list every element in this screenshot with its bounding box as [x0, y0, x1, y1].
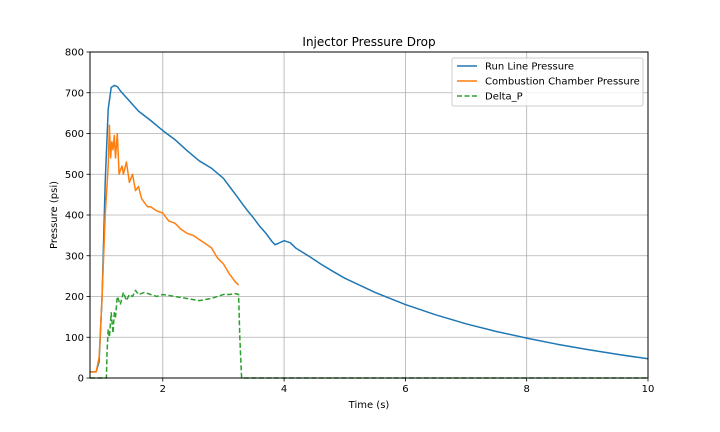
- x-axis-label: Time (s): [348, 400, 390, 411]
- y-tick-label: 400: [65, 211, 84, 222]
- y-tick-label: 500: [65, 170, 84, 181]
- legend-label: Combustion Chamber Pressure: [485, 77, 640, 88]
- y-tick-label: 300: [65, 251, 84, 262]
- y-tick-label: 800: [65, 48, 84, 59]
- y-tick-label: 200: [65, 292, 84, 303]
- x-tick-label: 2: [160, 384, 166, 395]
- x-tick-label: 4: [281, 384, 287, 395]
- plot-lines: [90, 84, 649, 379]
- y-tick-label: 600: [65, 129, 84, 140]
- series-line-2: [90, 289, 648, 379]
- x-tick-label: 10: [642, 384, 655, 395]
- x-tick-label: 6: [402, 384, 408, 395]
- y-axis-label: Pressure (psi): [49, 181, 60, 249]
- chart-title: Injector Pressure Drop: [302, 35, 435, 49]
- y-tick-label: 700: [65, 88, 84, 99]
- series-line-0: [90, 84, 649, 373]
- y-tick-label: 0: [78, 374, 84, 385]
- legend-box: [451, 57, 644, 107]
- legend: Run Line Pressure Combustion Chamber Pres…: [451, 57, 644, 107]
- series-line-1: [90, 124, 240, 373]
- x-tick-label: 8: [524, 384, 530, 395]
- y-tick-label: 100: [65, 333, 84, 344]
- legend-label: Run Line Pressure: [485, 62, 574, 73]
- legend-label: Delta_P: [485, 92, 523, 103]
